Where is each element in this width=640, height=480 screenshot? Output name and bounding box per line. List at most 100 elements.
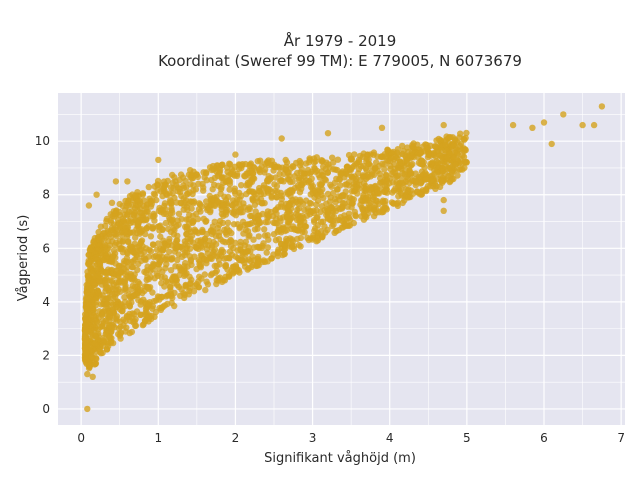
scatter-point — [126, 329, 133, 337]
scatter-point — [113, 290, 121, 297]
scatter-point — [286, 235, 294, 242]
scatter-point — [130, 248, 137, 256]
scatter-point — [221, 255, 228, 262]
scatter-point — [429, 160, 436, 167]
scatter-point — [251, 201, 259, 208]
scatter-point — [161, 302, 169, 309]
scatter-point — [296, 157, 303, 165]
scatter-point — [329, 222, 336, 230]
scatter-point — [146, 195, 153, 202]
scatter-point — [317, 181, 325, 189]
scatter-point — [110, 272, 118, 280]
scatter-point — [89, 354, 96, 361]
scatter-point — [211, 174, 219, 182]
scatter-point — [203, 260, 210, 267]
scatter-point — [164, 279, 172, 286]
scatter-point — [307, 200, 315, 207]
scatter-point — [210, 229, 217, 236]
scatter-point — [175, 210, 183, 217]
scatter-point — [297, 174, 305, 182]
scatter-point — [434, 159, 442, 166]
scatter-point — [352, 212, 359, 219]
scatter-point — [183, 225, 190, 233]
scatter-point — [283, 210, 291, 218]
scatter-point — [142, 230, 149, 238]
scatter-point — [222, 262, 229, 270]
scatter-point — [94, 326, 102, 333]
scatter-point — [107, 284, 114, 291]
scatter-point — [188, 171, 195, 178]
scatter-point — [392, 153, 399, 161]
scatter-point — [324, 130, 332, 137]
scatter-point — [273, 194, 280, 201]
scatter-point — [399, 179, 407, 187]
scatter-point — [333, 228, 340, 235]
scatter-point — [367, 199, 374, 207]
scatter-point — [213, 280, 220, 288]
scatter-point — [404, 144, 411, 151]
scatter-point — [268, 188, 275, 195]
scatter-point — [540, 119, 548, 126]
scatter-point — [237, 242, 244, 249]
scatter-point — [311, 216, 318, 224]
scatter-point — [128, 286, 135, 293]
scatter-point — [123, 312, 131, 320]
scatter-point — [397, 190, 405, 197]
scatter-point — [347, 216, 354, 224]
scatter-point — [110, 221, 118, 228]
scatter-point — [132, 322, 140, 329]
scatter-point — [334, 156, 342, 163]
scatter-point — [116, 208, 123, 216]
scatter-point — [154, 181, 161, 189]
y-axis-title: Vågperiod (s) — [16, 215, 31, 302]
scatter-point — [229, 202, 236, 209]
scatter-point — [209, 186, 216, 193]
scatter-point — [160, 246, 167, 253]
scatter-point — [232, 151, 239, 158]
scatter-point — [100, 320, 107, 327]
scatter-point — [134, 266, 141, 273]
scatter-point — [138, 226, 145, 233]
scatter-point — [356, 152, 364, 160]
scatter-point — [334, 204, 341, 212]
scatter-point — [125, 208, 133, 215]
scatter-point — [203, 198, 210, 205]
x-tick-label: 0 — [77, 431, 85, 445]
scatter-point — [306, 156, 313, 164]
scatter-point — [450, 154, 458, 162]
scatter-point — [261, 169, 268, 176]
scatter-point — [206, 192, 213, 200]
y-tick-label: 2 — [42, 348, 50, 362]
x-tick-label: 3 — [309, 431, 317, 445]
scatter-point — [246, 179, 254, 186]
scatter-point — [382, 197, 389, 205]
scatter-point — [221, 226, 228, 233]
scatter-point — [112, 178, 120, 185]
scatter-point — [271, 163, 278, 171]
scatter-point — [373, 159, 380, 166]
scatter-point — [590, 121, 598, 129]
scatter-point — [126, 192, 134, 200]
scatter-point — [313, 167, 321, 174]
scatter-point — [271, 219, 279, 227]
scatter-point — [276, 170, 283, 178]
scatter-point — [143, 309, 150, 316]
scatter-point — [95, 272, 102, 280]
scatter-point — [128, 258, 135, 266]
scatter-point — [409, 160, 416, 168]
scatter-point — [105, 238, 112, 245]
scatter-point — [166, 248, 173, 255]
scatter-point — [145, 284, 152, 291]
scatter-point — [184, 235, 191, 243]
scatter-point — [167, 284, 174, 291]
scatter-point — [139, 190, 147, 197]
y-tick-label: 0 — [42, 402, 50, 416]
scatter-point — [198, 275, 205, 282]
scatter-point — [398, 159, 405, 167]
scatter-point — [277, 218, 284, 225]
scatter-point — [381, 166, 388, 173]
scatter-point — [216, 251, 223, 258]
scatter-point — [108, 199, 116, 206]
scatter-point — [254, 225, 261, 232]
scatter-point — [295, 215, 302, 223]
